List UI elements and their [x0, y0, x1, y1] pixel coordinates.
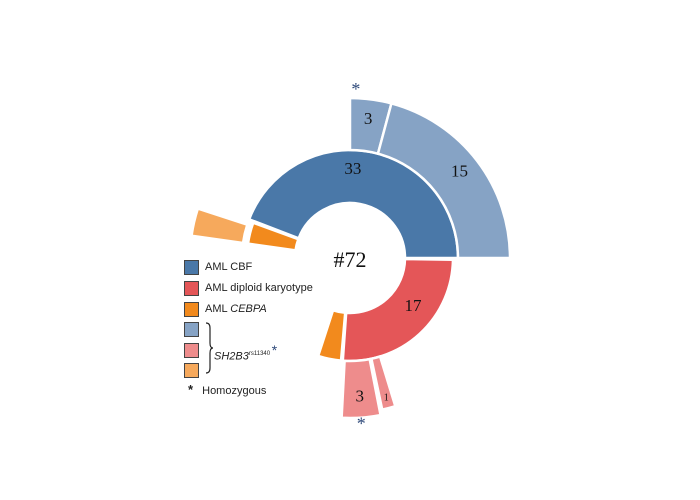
star-icon: * — [188, 382, 194, 397]
segment-outer-cebpa — [190, 206, 249, 245]
label-aml-cbf: 33 — [344, 159, 361, 178]
variant-label: SH2B3rs11340* — [214, 342, 277, 363]
legend-swatch — [184, 342, 199, 358]
segment-outer-cbf — [376, 101, 512, 260]
segment-outer-diploid-homozygous — [340, 357, 382, 420]
label-outer-cbf-homozygous: 3 — [364, 109, 373, 128]
label-outer-cbf: 15 — [451, 161, 468, 180]
label-outer-diploid: 1 — [384, 393, 389, 404]
legend-swatch — [184, 280, 199, 296]
legend-item-cbf: AML CBF — [184, 258, 252, 276]
star-icon: * — [271, 342, 277, 358]
center-label: #72 — [334, 247, 367, 272]
segment-aml-cebpa — [316, 308, 347, 362]
legend-variant-swatch-2 — [184, 341, 199, 359]
legend-label: AML diploid karyotype — [205, 282, 313, 294]
legend-swatch — [184, 362, 199, 378]
star-icon: * — [357, 414, 366, 434]
homozygous-label: Homozygous — [202, 385, 267, 397]
legend-label: AML CEBPA — [205, 303, 267, 315]
legend-item-cebpa: AML CEBPA — [184, 300, 267, 318]
legend-label: AML CBF — [205, 261, 253, 273]
legend-variant-swatch-3 — [184, 361, 199, 379]
legend-swatch — [184, 321, 199, 337]
segment-aml-cebpa-2 — [246, 221, 300, 252]
label-outer-diploid-homozygous: 3 — [356, 387, 365, 406]
legend: AML CBF AML diploid karyotype AML CEBPA … — [184, 258, 374, 398]
legend-swatch — [184, 259, 199, 275]
chart-labels: 33 17 3 15 3 1 * * — [344, 79, 468, 434]
legend-variant-swatch-1 — [184, 320, 199, 338]
legend-swatch — [184, 301, 199, 317]
chart-segments — [190, 96, 512, 420]
label-aml-diploid: 17 — [405, 296, 423, 315]
homozygous-legend: * Homozygous — [188, 382, 266, 397]
segment-outer-diploid — [369, 354, 397, 412]
brace-icon — [205, 322, 214, 374]
legend-item-diploid: AML diploid karyotype — [184, 279, 313, 297]
star-icon: * — [351, 79, 360, 99]
